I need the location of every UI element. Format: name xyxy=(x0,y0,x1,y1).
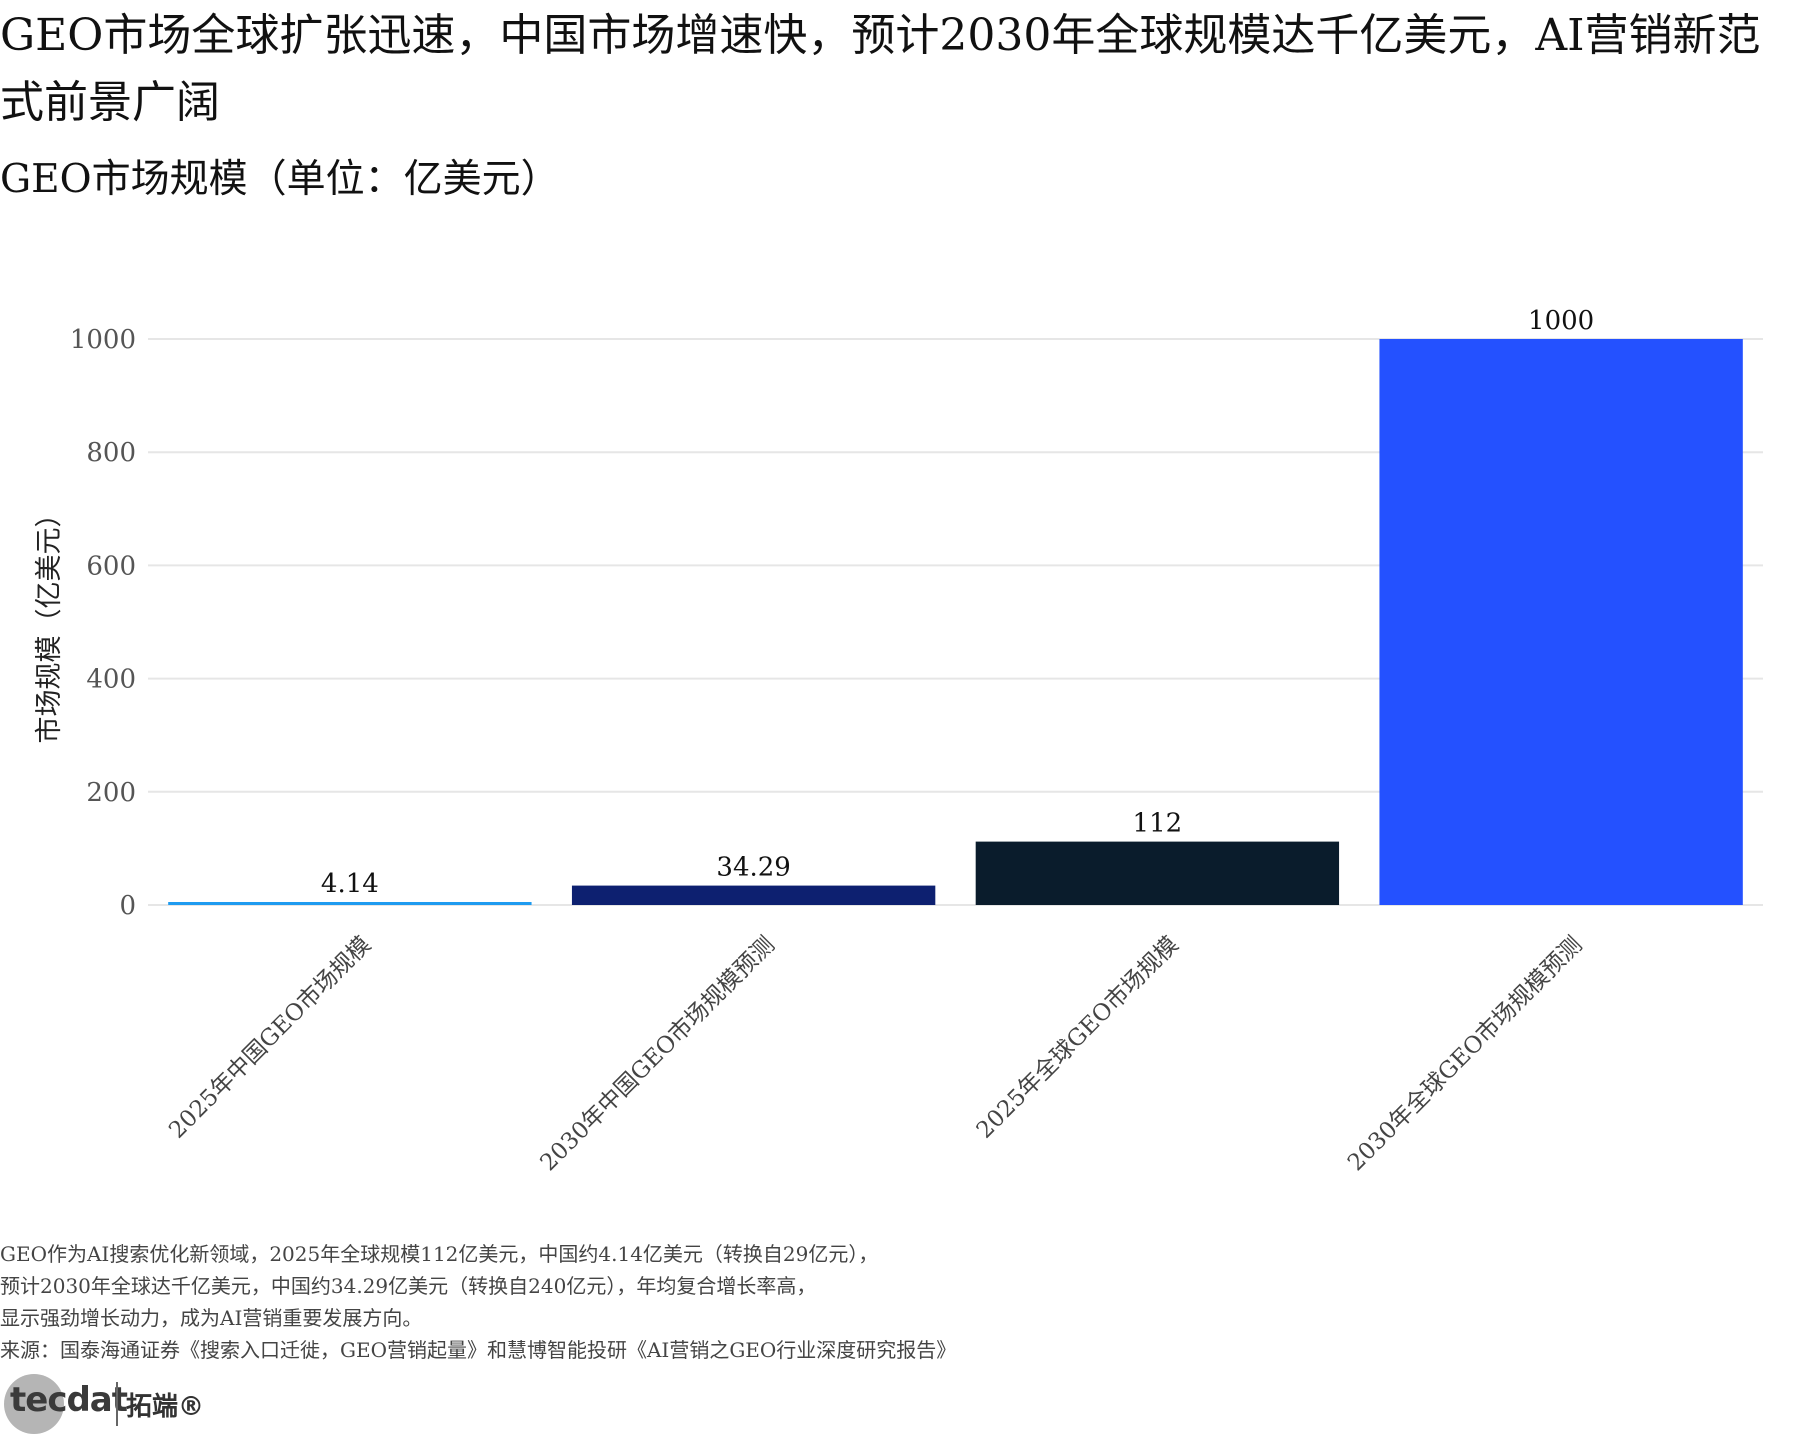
chart-title: GEO市场全球扩张迅速，中国市场增速快，预计2030年全球规模达千亿美元，AI营… xyxy=(0,10,1761,128)
logo-wordmark: tecdat xyxy=(10,1380,128,1420)
x-category-label: 2030年中国GEO市场规模预测 xyxy=(536,932,780,1176)
bar-value-label: 34.29 xyxy=(716,853,790,883)
y-tick-label: 400 xyxy=(86,665,136,695)
x-category-label: 2025年中国GEO市场规模 xyxy=(164,932,376,1144)
bar-value-label: 4.14 xyxy=(321,869,379,899)
y-tick-label: 0 xyxy=(119,891,136,921)
logo-cn-name: 拓端® xyxy=(126,1392,205,1422)
source-line: 来源：国泰海通证券《搜索入口迁徙，GEO营销起量》和慧博智能投研《AI营销之GE… xyxy=(0,1338,957,1362)
y-tick-label: 1000 xyxy=(70,325,136,355)
tecdat-logo: tecdat 拓端® xyxy=(4,1370,234,1438)
bar xyxy=(571,885,936,905)
logo-divider xyxy=(116,1382,118,1426)
logo-circle xyxy=(4,1374,64,1434)
footnote-line: GEO作为AI搜索优化新领域，2025年全球规模112亿美元，中国约4.14亿美… xyxy=(0,1242,879,1266)
bar-value-label: 1000 xyxy=(1528,306,1594,336)
bar xyxy=(168,902,532,905)
footnote: GEO作为AI搜索优化新领域，2025年全球规模112亿美元，中国约4.14亿美… xyxy=(0,1238,956,1366)
bar xyxy=(1379,339,1743,905)
bar-chart: 0 200 400 600 800 1000 市场规模（亿美元） 4.14 2025年中国GEO… xyxy=(34,306,1763,1176)
x-category-label: 2025年全球GEO市场规模 xyxy=(972,932,1184,1144)
y-axis-label: 市场规模（亿美元） xyxy=(34,501,65,744)
bar-value-label: 112 xyxy=(1133,809,1183,839)
chart-subtitle: GEO市场规模（单位：亿美元） xyxy=(0,157,560,202)
x-category-label: 2030年全球GEO市场规模预测 xyxy=(1343,932,1587,1176)
y-tick-label: 800 xyxy=(86,438,136,468)
footnote-line: 预计2030年全球达千亿美元，中国约34.29亿美元（转换自240亿元），年均复… xyxy=(0,1274,817,1298)
y-tick-label: 600 xyxy=(86,551,136,581)
footnote-line: 显示强劲增长动力，成为AI营销重要发展方向。 xyxy=(0,1306,423,1330)
bar xyxy=(975,841,1340,905)
y-tick-label: 200 xyxy=(86,778,136,808)
